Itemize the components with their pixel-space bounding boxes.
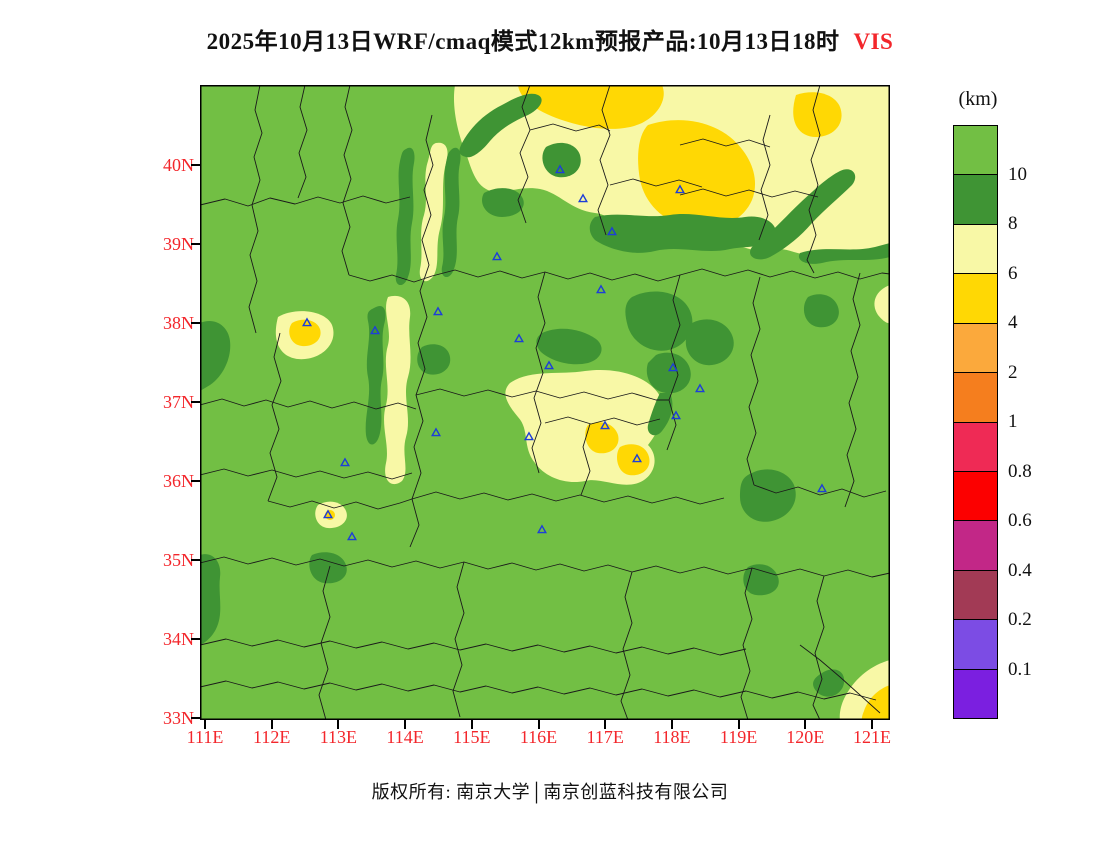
lat-axis-label: 34N bbox=[163, 629, 194, 649]
lon-axis-label: 121E bbox=[853, 727, 891, 747]
lat-axis-tick bbox=[191, 638, 200, 640]
station-marker-icon bbox=[370, 325, 380, 335]
colorbar-segment bbox=[954, 421, 997, 471]
colorbar-unit-label: (km) bbox=[958, 88, 998, 110]
lat-axis-label: 36N bbox=[163, 471, 194, 491]
colorbar-segment bbox=[954, 569, 997, 620]
station-marker-icon bbox=[607, 226, 617, 236]
title-text: 2025年10月13日WRF/cmaq模式12km预报产品:10月13日18时 bbox=[206, 29, 840, 54]
station-marker-icon bbox=[695, 383, 705, 393]
lon-axis-label: 116E bbox=[519, 727, 558, 747]
station-marker-icon bbox=[347, 531, 357, 541]
station-marker-icon bbox=[323, 509, 333, 519]
colorbar-segment bbox=[954, 668, 997, 719]
lon-axis-tick bbox=[670, 720, 673, 729]
title-variable: VIS bbox=[853, 29, 894, 54]
station-marker-icon bbox=[431, 427, 441, 437]
lat-axis-tick bbox=[191, 322, 200, 324]
lon-axis-tick bbox=[470, 720, 473, 729]
lon-axis-tick bbox=[337, 720, 340, 729]
station-marker-icon bbox=[578, 193, 588, 203]
station-marker-icon bbox=[675, 184, 685, 194]
lat-axis-label: 37N bbox=[163, 392, 194, 412]
lat-axis-tick bbox=[191, 559, 200, 561]
station-marker-icon bbox=[555, 164, 565, 174]
colorbar-segment bbox=[954, 126, 997, 175]
colorbar-tick-label: 6 bbox=[1008, 262, 1018, 284]
lon-axis-tick bbox=[871, 720, 873, 729]
lon-axis-tick bbox=[604, 720, 607, 729]
lon-axis-tick bbox=[404, 720, 407, 729]
lon-axis-label: 115E bbox=[453, 727, 491, 747]
colorbar-segment bbox=[954, 619, 997, 669]
lon-axis-label: 113E bbox=[319, 727, 358, 747]
station-marker-icon bbox=[544, 360, 554, 370]
map-frame bbox=[200, 85, 890, 720]
colorbar-segment bbox=[954, 273, 997, 323]
station-marker-icon bbox=[340, 457, 350, 467]
colorbar-tick-label: 0.4 bbox=[1008, 559, 1032, 581]
colorbar-tick-label: 2 bbox=[1008, 361, 1018, 383]
map-canvas bbox=[200, 85, 890, 720]
station-marker-icon bbox=[302, 317, 312, 327]
colorbar-segment bbox=[954, 174, 997, 224]
station-marker-icon bbox=[524, 431, 534, 441]
colorbar-segment bbox=[954, 520, 997, 570]
station-marker-icon bbox=[668, 362, 678, 372]
lat-axis-tick bbox=[191, 243, 200, 245]
lon-axis-label: 112E bbox=[253, 727, 291, 747]
lon-axis-tick bbox=[737, 720, 740, 729]
page-title: 2025年10月13日WRF/cmaq模式12km预报产品:10月13日18时 V… bbox=[0, 22, 1100, 56]
lon-axis-tick bbox=[804, 720, 807, 729]
lat-axis-label: 35N bbox=[163, 550, 194, 570]
lon-axis-label: 111E bbox=[186, 727, 224, 747]
lon-axis-label: 120E bbox=[786, 727, 825, 747]
lon-axis-tick bbox=[537, 720, 540, 729]
colorbar-segment bbox=[954, 322, 997, 373]
colorbar-segment bbox=[954, 470, 997, 521]
station-marker-icon bbox=[817, 483, 827, 493]
province-county-boundaries bbox=[200, 85, 890, 720]
colorbar bbox=[953, 125, 998, 719]
visibility-map bbox=[200, 85, 890, 720]
colorbar-tick-label: 4 bbox=[1008, 312, 1018, 333]
colorbar-tick-label: 0.1 bbox=[1008, 658, 1032, 680]
footer-copyright: 版权所有: 南京大学│南京创蓝科技有限公司 bbox=[371, 782, 729, 802]
station-marker-icon bbox=[433, 306, 443, 316]
colorbar-tick-label: 8 bbox=[1008, 213, 1018, 234]
lat-axis-tick bbox=[191, 717, 200, 719]
lat-axis-tick bbox=[191, 164, 200, 166]
station-markers bbox=[302, 164, 827, 541]
colorbar-tick-label: 10 bbox=[1008, 163, 1027, 185]
station-marker-icon bbox=[671, 410, 681, 420]
lat-axis-label: 38N bbox=[163, 313, 194, 333]
station-marker-icon bbox=[632, 453, 642, 463]
lon-axis-label: 119E bbox=[719, 727, 758, 747]
station-marker-icon bbox=[596, 284, 606, 294]
lat-axis-tick bbox=[191, 480, 200, 482]
colorbar-tick-label: 0.6 bbox=[1008, 510, 1032, 531]
lat-axis-label: 39N bbox=[163, 234, 194, 254]
lat-axis-label: 33N bbox=[163, 708, 194, 728]
lon-axis-tick bbox=[270, 720, 273, 729]
lat-axis-tick bbox=[191, 401, 200, 403]
colorbar-tick-label: 0.2 bbox=[1008, 609, 1032, 630]
lon-axis-label: 117E bbox=[586, 727, 624, 747]
station-marker-icon bbox=[492, 251, 502, 261]
lon-axis-label: 114E bbox=[386, 727, 424, 747]
station-marker-icon bbox=[514, 333, 524, 343]
dark-green-high-visibility-regions bbox=[200, 93, 890, 697]
colorbar-segment bbox=[954, 223, 997, 274]
lon-axis-label: 118E bbox=[653, 727, 691, 747]
colorbar-tick-label: 1 bbox=[1008, 411, 1018, 432]
colorbar-tick-label: 0.8 bbox=[1008, 460, 1032, 482]
colorbar-segment bbox=[954, 372, 997, 422]
station-marker-icon bbox=[600, 420, 610, 430]
lon-axis-tick bbox=[204, 720, 206, 729]
station-marker-icon bbox=[537, 524, 547, 534]
yellow-low-visibility-regions bbox=[289, 85, 890, 720]
lat-axis-label: 40N bbox=[163, 155, 194, 175]
